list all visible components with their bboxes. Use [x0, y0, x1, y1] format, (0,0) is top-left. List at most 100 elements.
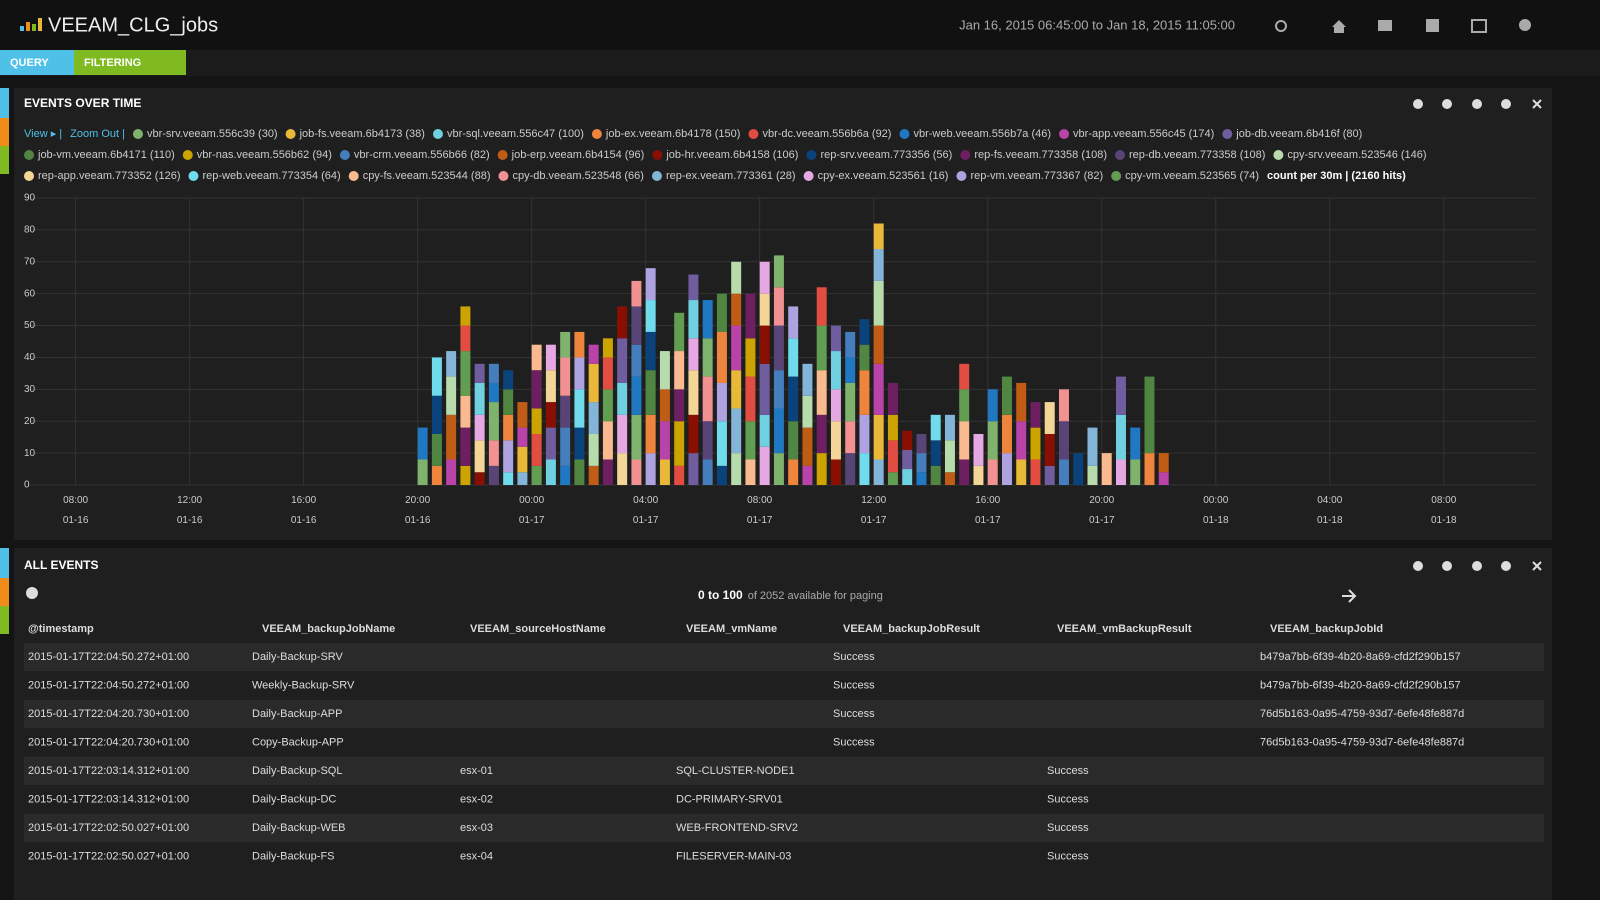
column-header[interactable]: @timestamp	[28, 623, 94, 635]
open-icon[interactable]	[1378, 20, 1392, 31]
table-row[interactable]	[24, 842, 1544, 871]
share-icon[interactable]	[1471, 19, 1487, 33]
table-cell: esx-04	[460, 850, 493, 862]
legend-label: cpy-ex.veeam.523561 (16)	[818, 170, 949, 182]
y-tick-label: 0	[24, 480, 30, 491]
panel-icon[interactable]	[1501, 99, 1511, 109]
column-header[interactable]: VEEAM_vmName	[686, 623, 777, 635]
panel-icon[interactable]	[1413, 561, 1423, 571]
table-row[interactable]	[24, 700, 1544, 728]
time-range[interactable]: Jan 16, 2015 06:45:00 to Jan 18, 2015 11…	[959, 17, 1235, 32]
bar-segment	[887, 414, 898, 441]
panel-icon[interactable]	[1472, 561, 1482, 571]
table-cell: WEB-FRONTEND-SRV2	[676, 822, 798, 834]
column-header[interactable]: VEEAM_vmBackupResult	[1057, 623, 1192, 635]
bar-segment	[588, 433, 599, 466]
bar-segment	[574, 459, 585, 485]
table-cell: Success	[1047, 822, 1089, 834]
x-tick-label: 00:00 01-18	[1203, 495, 1229, 526]
y-tick-label: 20	[24, 416, 36, 427]
panel-icon[interactable]	[1532, 561, 1542, 571]
bar-segment	[631, 459, 642, 485]
panel-icon[interactable]	[1442, 561, 1452, 571]
legend-label: vbr-srv.veeam.556c39 (30)	[147, 128, 278, 140]
info-icon[interactable]	[26, 587, 38, 599]
bar-segment	[731, 325, 742, 371]
bar-segment	[987, 421, 998, 460]
row-tab[interactable]	[0, 548, 9, 578]
table-cell: Daily-Backup-SRV	[252, 651, 344, 663]
bar-segment	[873, 325, 884, 364]
column-header[interactable]: VEEAM_sourceHostName	[470, 623, 606, 635]
bar-segment	[1001, 414, 1012, 454]
save-icon[interactable]	[1426, 19, 1439, 32]
row-tab[interactable]	[0, 578, 9, 606]
bar-segment	[1130, 459, 1141, 485]
legend-swatch	[182, 150, 193, 160]
panel-icon[interactable]	[1532, 99, 1542, 109]
table-row[interactable]	[24, 814, 1544, 842]
bar-segment	[859, 344, 870, 371]
column-header[interactable]: VEEAM_backupJobResult	[843, 623, 980, 635]
column-header[interactable]: VEEAM_backupJobId	[1270, 623, 1383, 635]
table-cell: Daily-Backup-SQL	[252, 765, 342, 777]
bar-segment	[674, 465, 685, 485]
zoom-out-link[interactable]: Zoom Out |	[70, 128, 125, 140]
table-cell: DC-PRIMARY-SRV01	[676, 793, 783, 805]
tab-label[interactable]: FILTERING	[84, 57, 141, 69]
table-row[interactable]	[24, 785, 1544, 814]
bar-segment	[659, 351, 670, 390]
bar-segment	[1158, 472, 1169, 485]
bar-segment	[1030, 402, 1041, 428]
table-row[interactable]	[24, 643, 1544, 671]
bar-segment	[617, 453, 628, 485]
legend-label: rep-vm.veeam.773367 (82)	[970, 170, 1103, 182]
bar-segment	[773, 287, 784, 326]
view-link[interactable]: View ▸ |	[24, 128, 62, 140]
table-cell: 76d5b163-0a95-4759-93d7-6efe48fe887d	[1260, 708, 1464, 720]
row-tab[interactable]	[0, 606, 9, 634]
table-cell: SQL-CLUSTER-NODE1	[676, 765, 795, 777]
legend-label: vbr-app.veeam.556c45 (174)	[1073, 128, 1214, 140]
row-tab[interactable]	[0, 146, 9, 174]
bar-segment	[916, 453, 927, 473]
bar-segment	[845, 331, 856, 358]
table-cell: Success	[1047, 793, 1089, 805]
query-tab[interactable]	[0, 50, 74, 75]
bar-segment	[460, 351, 471, 396]
x-tick-label: 12:00 01-17	[861, 495, 887, 526]
bar-segment	[545, 344, 556, 371]
bar-segment	[560, 331, 571, 358]
table-row[interactable]	[24, 728, 1544, 757]
table-row[interactable]	[24, 671, 1544, 700]
column-header[interactable]: VEEAM_backupJobName	[262, 623, 395, 635]
settings-icon[interactable]	[1519, 19, 1531, 31]
bar-segment	[503, 389, 514, 415]
home-icon[interactable]	[1332, 20, 1346, 33]
tab-label[interactable]: QUERY	[10, 57, 49, 69]
legend-label: cpy-srv.veeam.523546 (146)	[1287, 149, 1426, 161]
y-tick-label: 50	[24, 320, 36, 331]
bar-segment	[431, 357, 442, 396]
panel-icon[interactable]	[1442, 99, 1452, 109]
bar-segment	[1016, 459, 1027, 485]
bar-segment	[1058, 389, 1069, 422]
bar-segment	[560, 395, 571, 428]
row-tab[interactable]	[0, 118, 9, 146]
bar-segment	[545, 370, 556, 403]
panel-icon[interactable]	[1501, 561, 1511, 571]
panel-icon[interactable]	[1413, 99, 1423, 109]
bar-segment	[731, 293, 742, 326]
panel-icon[interactable]	[1472, 99, 1482, 109]
row-tab[interactable]	[0, 88, 9, 118]
bar-segment	[745, 421, 756, 460]
table-row[interactable]	[24, 757, 1544, 785]
bar-segment	[887, 440, 898, 473]
bar-segment	[845, 453, 856, 485]
refresh-icon[interactable]	[1275, 20, 1287, 32]
next-page[interactable]	[1342, 589, 1357, 603]
bar-segment	[645, 414, 656, 454]
bar-segment	[887, 382, 898, 415]
bar-segment	[602, 357, 613, 390]
filtering-tab[interactable]	[74, 50, 186, 75]
